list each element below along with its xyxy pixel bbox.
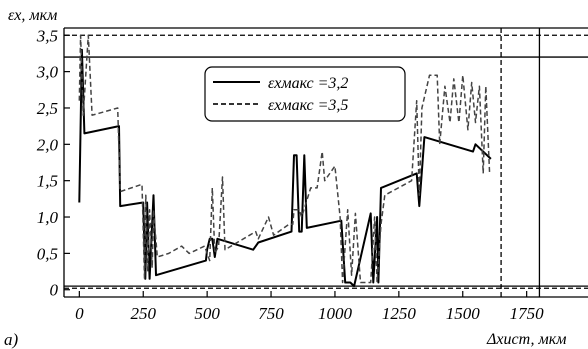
x-tick-label: 750 — [258, 304, 284, 323]
reference-lines — [64, 28, 588, 297]
y-tick-label: 2,5 — [37, 99, 58, 118]
x-tick-label: 250 — [130, 304, 156, 323]
legend-label-solid: εxмакс =3,2 — [268, 75, 348, 92]
y-tick-label: 1,0 — [37, 208, 59, 227]
y-tick-label: 2,0 — [37, 135, 59, 154]
y-tick-label: 3,5 — [36, 26, 58, 45]
x-tick-label: 1500 — [446, 304, 481, 323]
y-axis-label: εx, мкм — [8, 7, 57, 24]
x-ticks: 0 250 500 750 1000 1250 1500 1750 — [75, 291, 544, 323]
x-tick-label: 500 — [194, 304, 220, 323]
y-tick-label: 0 — [50, 281, 59, 300]
y-ticks: 0 0,5 1,0 1,5 2,0 2,5 3,0 3,5 — [36, 26, 70, 300]
y-tick-label: 3,0 — [36, 63, 59, 82]
x-axis-label: Δxист, мкм — [486, 331, 566, 348]
series-line-dashed — [78, 34, 491, 284]
y-tick-label: 1,5 — [37, 172, 58, 191]
x-tick-label: 1250 — [382, 304, 417, 323]
panel-label: а) — [4, 330, 19, 349]
legend: εxмакс =3,2 εxмакс =3,5 — [204, 66, 406, 122]
x-tick-label: 1000 — [318, 304, 353, 323]
x-tick-label: 1750 — [510, 304, 545, 323]
legend-box — [204, 66, 406, 122]
legend-label-dashed: εxмакс =3,5 — [268, 97, 348, 114]
y-tick-label: 0,5 — [37, 244, 58, 263]
series-layer — [78, 34, 492, 288]
x-tick-label: 0 — [75, 304, 84, 323]
